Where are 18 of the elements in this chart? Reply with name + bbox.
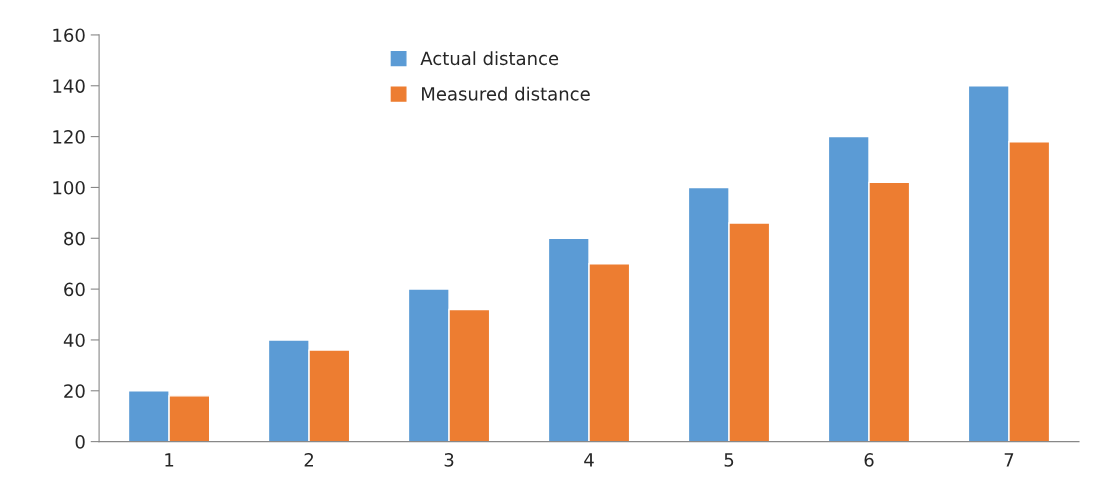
y-tick-label: 0 xyxy=(75,435,85,449)
x-tick-label: 4 xyxy=(584,453,594,467)
legend-label: Measured distance xyxy=(422,86,590,101)
x-tick-label: 7 xyxy=(1004,453,1014,467)
y-tick-label: 40 xyxy=(63,333,85,348)
x-tick-label: 1 xyxy=(165,453,174,467)
y-tick-label: 120 xyxy=(53,130,85,144)
y-tick-label: 20 xyxy=(64,384,85,398)
y-tick-label: 60 xyxy=(64,282,85,297)
x-tick-label: 2 xyxy=(304,453,313,467)
y-tick-label: 160 xyxy=(53,28,85,43)
x-tick-label: 3 xyxy=(444,453,454,467)
x-tick-label: 5 xyxy=(724,453,734,467)
y-tick-label: 140 xyxy=(53,79,85,93)
legend-label: Actual distance xyxy=(420,51,559,66)
y-tick-label: 80 xyxy=(64,231,85,246)
y-tick-label: 100 xyxy=(53,180,85,195)
x-tick-label: 6 xyxy=(864,453,874,467)
